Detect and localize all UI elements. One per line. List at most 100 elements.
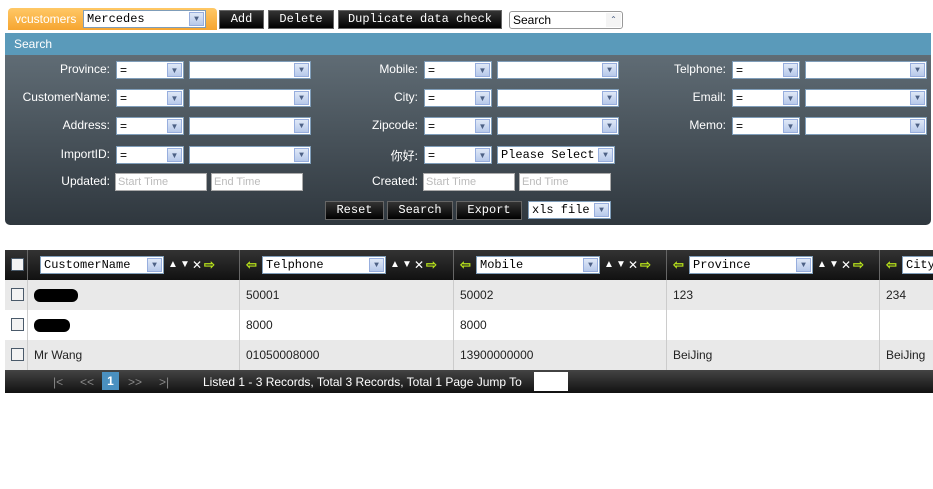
operator-select[interactable]: = ▼ (424, 146, 492, 164)
chevron-down-icon: ▼ (783, 119, 798, 133)
delete-button[interactable]: Delete (268, 10, 334, 29)
row-checkbox[interactable] (11, 348, 24, 361)
sort-desc-icon[interactable]: ▼ (402, 259, 412, 270)
value-select[interactable]: ▼ (497, 117, 619, 135)
operator-value: = (428, 148, 436, 162)
search-button[interactable]: Search (387, 201, 453, 220)
cell-text: 50002 (460, 288, 494, 302)
module-select[interactable]: Mercedes ▼ (83, 10, 206, 28)
move-right-icon[interactable]: ⇨ (640, 257, 651, 272)
cell-text: 234 (886, 288, 907, 302)
cell-text: 8000 (460, 318, 487, 332)
row-checkbox[interactable] (11, 288, 24, 301)
operator-select[interactable]: = ▼ (116, 117, 184, 135)
table-cell: 123 (666, 280, 879, 310)
current-page[interactable]: 1 (102, 372, 119, 390)
value-select[interactable]: ▼ (497, 61, 619, 79)
chevron-down-icon: ▼ (294, 63, 309, 77)
value-select[interactable]: ▼ (189, 61, 311, 79)
created-end-input[interactable]: End Time (519, 173, 611, 191)
value-select[interactable]: ▼ (189, 89, 311, 107)
operator-select[interactable]: = ▼ (116, 146, 184, 164)
table-row[interactable]: 8000 8000 (5, 310, 933, 340)
value-select[interactable]: ▼ (805, 89, 927, 107)
value-select[interactable]: ▼ (189, 146, 311, 164)
operator-select[interactable]: = ▼ (424, 89, 492, 107)
cell-text: BeiJing (673, 348, 713, 362)
move-left-icon[interactable]: ⇦ (246, 257, 257, 272)
select-all-checkbox[interactable] (11, 258, 24, 271)
add-button[interactable]: Add (219, 10, 264, 29)
value-select[interactable]: Please Select ▼ (497, 146, 615, 164)
operator-select[interactable]: = ▼ (732, 61, 800, 79)
table-cell: 01050008000 (239, 340, 453, 370)
reset-button[interactable]: Reset (325, 201, 384, 220)
updated-start-input[interactable]: Start Time (115, 173, 207, 191)
sort-desc-icon[interactable]: ▼ (180, 259, 190, 270)
chevron-down-icon: ▼ (602, 63, 617, 77)
column-name: CustomerName (44, 258, 131, 272)
next-page-button[interactable]: >> (128, 375, 143, 389)
column-select[interactable]: Mobile ▼ (476, 256, 600, 274)
value-select[interactable]: ▼ (805, 117, 927, 135)
updated-end-input[interactable]: End Time (211, 173, 303, 191)
sort-asc-icon[interactable]: ▲ (604, 259, 614, 270)
column-select[interactable]: Telphone ▼ (262, 256, 386, 274)
export-button[interactable]: Export (456, 201, 522, 220)
remove-column-icon[interactable]: ✕ (192, 258, 203, 272)
last-page-button[interactable]: >| (159, 375, 170, 389)
value-select[interactable]: ▼ (805, 61, 927, 79)
operator-select[interactable]: = ▼ (732, 117, 800, 135)
remove-column-icon[interactable]: ✕ (414, 258, 425, 272)
operator-select[interactable]: = ▼ (116, 89, 184, 107)
created-label: Created: (371, 174, 418, 188)
first-page-button[interactable]: |< (53, 375, 64, 389)
jump-to-input[interactable] (534, 372, 568, 391)
move-left-icon[interactable]: ⇦ (673, 257, 684, 272)
chevron-down-icon: ▼ (189, 12, 204, 26)
placeholder: Start Time (118, 176, 169, 188)
row-checkbox[interactable] (11, 318, 24, 331)
module-tab-label: vcustomers (15, 12, 77, 26)
sort-desc-icon[interactable]: ▼ (829, 259, 839, 270)
cell-text: 8000 (246, 318, 273, 332)
mode-select[interactable]: Search ⌃ (509, 11, 623, 29)
table-row[interactable]: Mr Wang 01050008000 13900000000 BeiJing BeiJ… (5, 340, 933, 370)
move-right-icon[interactable]: ⇨ (426, 257, 437, 272)
column-header: ⇦ City▼ (879, 250, 933, 280)
operator-value: = (736, 63, 744, 77)
column-select[interactable]: CustomerName ▼ (40, 256, 164, 274)
table-row[interactable]: 50001 50002 123 234 (5, 280, 933, 310)
move-right-icon[interactable]: ⇨ (204, 257, 215, 272)
duplicate-check-button[interactable]: Duplicate data check (338, 10, 502, 29)
move-left-icon[interactable]: ⇦ (886, 257, 897, 272)
created-start-input[interactable]: Start Time (423, 173, 515, 191)
prev-page-button[interactable]: << (80, 375, 95, 389)
chevron-down-icon: ▼ (475, 91, 490, 105)
value-select[interactable]: ▼ (497, 89, 619, 107)
column-select[interactable]: Province ▼ (689, 256, 813, 274)
placeholder: Start Time (426, 176, 477, 188)
operator-select[interactable]: = ▼ (424, 117, 492, 135)
move-left-icon[interactable]: ⇦ (460, 257, 471, 272)
chevron-down-icon: ▼ (598, 148, 613, 162)
export-format-value: xls file (532, 203, 590, 217)
operator-select[interactable]: = ▼ (732, 89, 800, 107)
sort-asc-icon[interactable]: ▲ (168, 259, 178, 270)
operator-select[interactable]: = ▼ (116, 61, 184, 79)
placeholder: End Time (522, 176, 569, 188)
sort-asc-icon[interactable]: ▲ (817, 259, 827, 270)
remove-column-icon[interactable]: ✕ (841, 258, 852, 272)
remove-column-icon[interactable]: ✕ (628, 258, 639, 272)
export-format-select[interactable]: xls file ▼ (528, 201, 611, 219)
column-select[interactable]: City▼ (902, 256, 933, 274)
chevron-down-icon: ▼ (369, 258, 384, 272)
operator-select[interactable]: = ▼ (424, 61, 492, 79)
sort-asc-icon[interactable]: ▲ (390, 259, 400, 270)
column-name: Mobile (480, 258, 524, 272)
chevron-updown-icon: ⌃ (606, 13, 621, 27)
value-select[interactable]: ▼ (189, 117, 311, 135)
sort-desc-icon[interactable]: ▼ (616, 259, 626, 270)
field-label: Memo: (689, 118, 726, 132)
move-right-icon[interactable]: ⇨ (853, 257, 864, 272)
